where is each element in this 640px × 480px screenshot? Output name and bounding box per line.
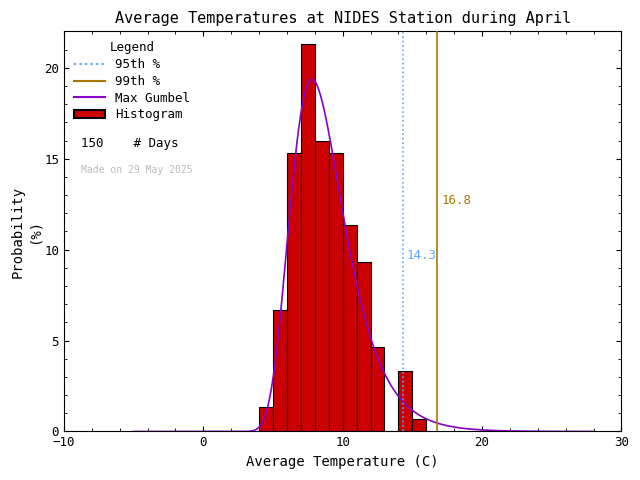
Bar <box>329 153 342 432</box>
Legend: 95th %, 99th %, Max Gumbel, Histogram: 95th %, 99th %, Max Gumbel, Histogram <box>70 38 194 125</box>
Title: Average Temperatures at NIDES Station during April: Average Temperatures at NIDES Station du… <box>115 11 571 26</box>
Text: 16.8: 16.8 <box>442 194 472 207</box>
Text: Made on 29 May 2025: Made on 29 May 2025 <box>81 165 192 175</box>
Bar <box>259 408 273 432</box>
Text: 150    # Days: 150 # Days <box>81 137 178 150</box>
Bar <box>273 310 287 432</box>
X-axis label: Average Temperature (C): Average Temperature (C) <box>246 455 439 469</box>
Bar <box>315 141 329 432</box>
Bar <box>412 420 426 432</box>
Bar <box>342 226 356 432</box>
Bar <box>399 371 412 432</box>
Bar <box>287 153 301 432</box>
Bar <box>356 262 371 432</box>
Bar <box>371 347 385 432</box>
Text: 14.3: 14.3 <box>407 249 436 262</box>
Y-axis label: Probability
(%): Probability (%) <box>11 185 42 277</box>
Bar <box>301 44 315 432</box>
